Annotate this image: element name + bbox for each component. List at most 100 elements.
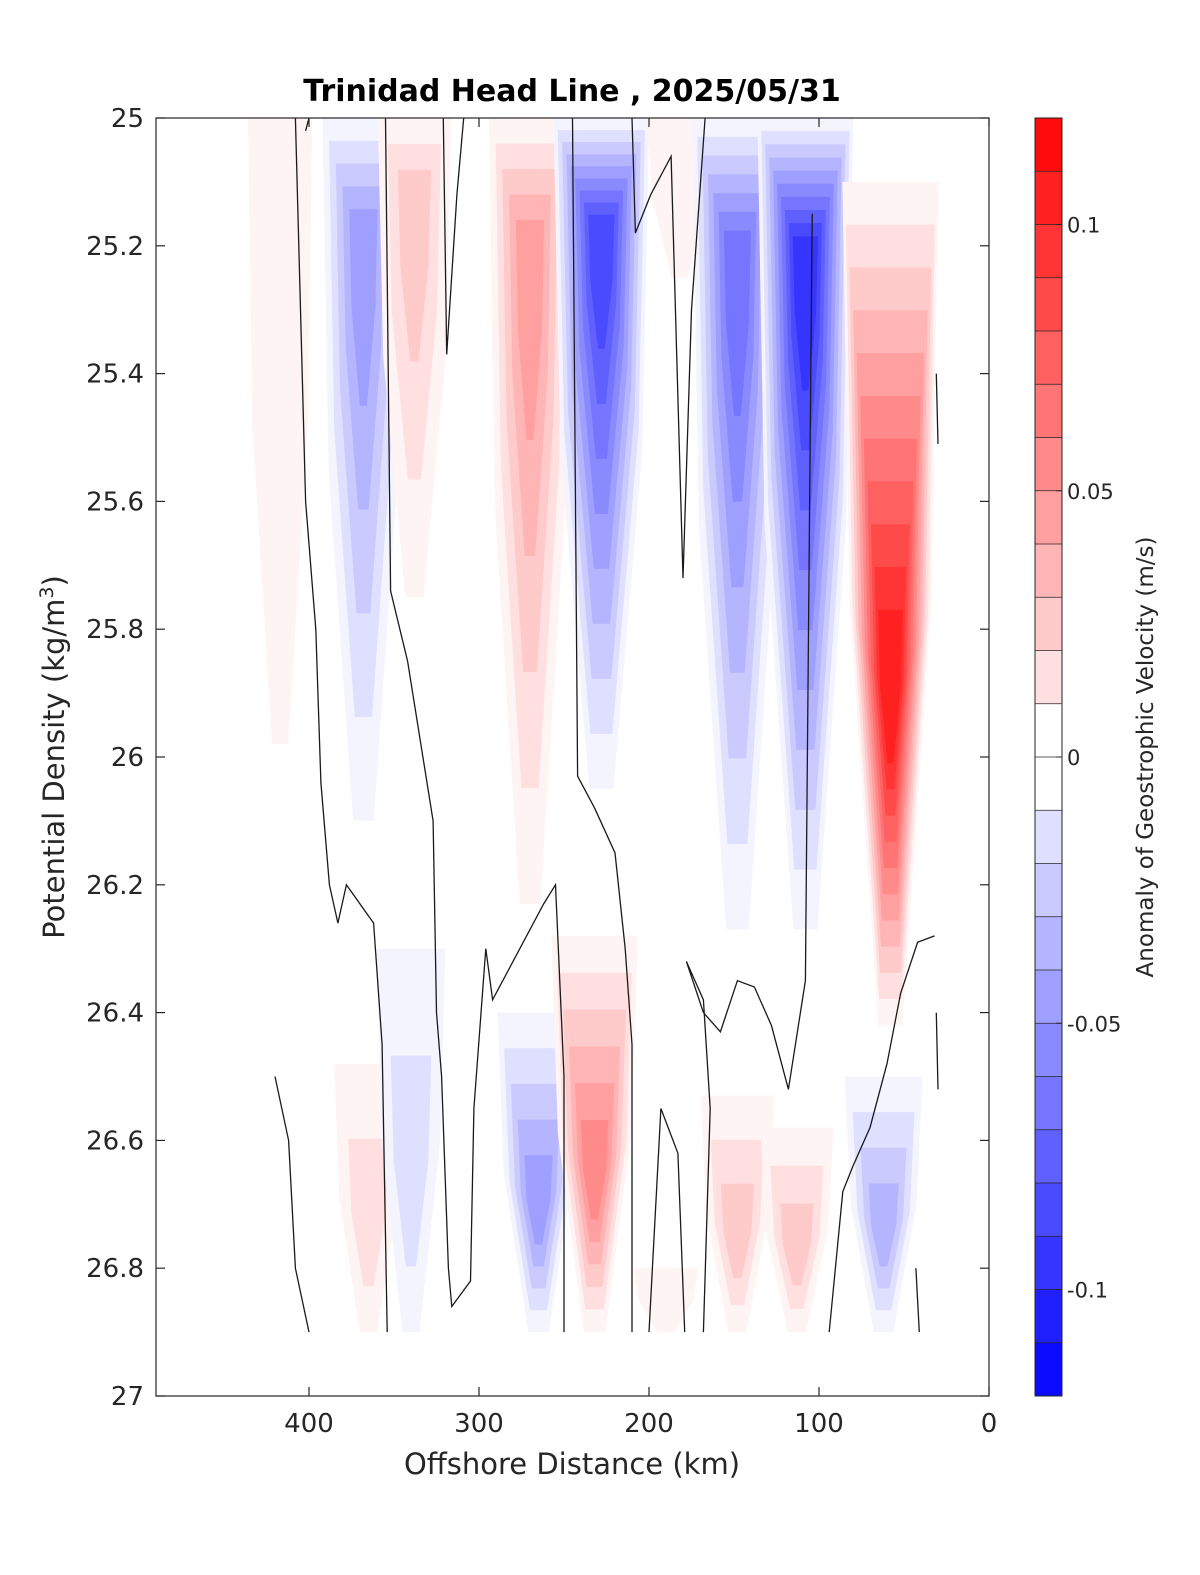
y-tick-label: 26.6 (86, 1126, 144, 1156)
colorbar-swatch (1035, 1129, 1062, 1184)
zero-contour-line (685, 213, 813, 1333)
zero-contour-line (828, 935, 935, 1333)
y-axis-label-superscript: 3 (36, 586, 58, 598)
velocity-level (723, 230, 751, 417)
colorbar-swatch (1035, 1342, 1062, 1397)
colorbar-swatch (1035, 1076, 1062, 1131)
colorbar-swatch (1035, 810, 1062, 864)
colorbar-tick-label: -0.05 (1067, 1012, 1121, 1036)
y-tick-label: 25.6 (86, 487, 144, 517)
zero-contour-line (631, 118, 706, 579)
velocity-core (842, 181, 939, 1026)
y-axis-ticks: 25 25.2 25.4 25.6 25.8 26 26.2 26.4 26.6 26.8 27 (86, 104, 989, 1412)
plot-area (247, 118, 939, 1333)
colorbar-swatch (1035, 916, 1062, 971)
velocity-level (348, 1138, 389, 1287)
y-axis-label-end: ) (37, 575, 71, 586)
colorbar-tick-label: 0 (1067, 746, 1080, 770)
colorbar-swatch (1035, 703, 1062, 758)
velocity-core (844, 1076, 923, 1333)
y-tick-label: 26.4 (86, 999, 144, 1029)
velocity-core (757, 118, 854, 930)
colorbar-swatch (1035, 1023, 1062, 1077)
x-axis-label: Offshore Distance (km) (404, 1447, 740, 1481)
velocity-core (700, 1095, 774, 1333)
zero-contour-line (935, 373, 939, 444)
velocity-core (551, 935, 638, 1333)
colorbar-swatch (1035, 437, 1062, 492)
velocity-level (720, 1183, 754, 1279)
y-tick-label: 25.8 (86, 615, 144, 645)
y-tick-label: 26.8 (86, 1254, 144, 1284)
velocity-level (515, 219, 545, 440)
colorbar-swatch (1035, 1236, 1062, 1290)
velocity-level (397, 169, 431, 362)
zero-contour-line (274, 1076, 310, 1333)
x-tick-label: 300 (454, 1409, 504, 1439)
velocity-level (524, 1155, 553, 1245)
chart-title: Trinidad Head Line , 2025/05/31 (303, 74, 840, 109)
colorbar-swatch (1035, 118, 1062, 172)
zero-contour-layer (274, 118, 939, 1333)
colorbar-swatch (1035, 863, 1062, 918)
colorbar-swatch (1035, 544, 1062, 598)
colorbar-swatch (1035, 277, 1062, 332)
velocity-level (247, 118, 313, 745)
colorbar-label: Anomaly of Geostrophic Velocity (m/s) (1133, 537, 1159, 978)
velocity-level (633, 1268, 699, 1333)
y-tick-label: 25 (111, 104, 144, 134)
colorbar-swatch (1035, 171, 1062, 225)
y-axis-label: Potential Density (kg/m3) (36, 575, 71, 939)
colorbar-swatch (1035, 490, 1062, 545)
velocity-level (588, 214, 615, 349)
velocity-core (247, 118, 313, 745)
y-tick-label: 25.4 (86, 360, 144, 390)
velocity-level (780, 1203, 814, 1286)
x-tick-label: 400 (284, 1409, 334, 1439)
x-tick-label: 200 (624, 1409, 674, 1439)
colorbar-swatch (1035, 970, 1062, 1024)
colorbar (1035, 117, 1062, 1397)
velocity-core (489, 118, 571, 904)
velocity-field (247, 118, 939, 1333)
colorbar-tick-label: 0.05 (1067, 480, 1114, 504)
colorbar-tick-label: 0.1 (1067, 214, 1100, 238)
velocity-core (760, 1127, 834, 1333)
zero-contour-line (571, 118, 633, 1333)
velocity-level (390, 1055, 432, 1267)
colorbar-swatch (1035, 757, 1062, 811)
velocity-level (878, 609, 903, 764)
velocity-core (633, 1268, 699, 1333)
zero-contour-line (915, 1268, 920, 1333)
velocity-core (553, 118, 650, 789)
colorbar-swatch (1035, 597, 1062, 651)
x-tick-label: 100 (794, 1409, 844, 1439)
colorbar-swatch (1035, 1183, 1062, 1237)
y-tick-label: 25.2 (86, 232, 144, 262)
colorbar-swatch (1035, 331, 1062, 385)
velocity-level (349, 209, 378, 406)
velocity-core (377, 118, 451, 598)
velocity-level (580, 1120, 609, 1220)
colorbar-swatch (1035, 1289, 1062, 1344)
x-tick-label: 0 (981, 1409, 998, 1439)
colorbar-tick-label: -0.1 (1067, 1279, 1108, 1303)
y-tick-label: 26.2 (86, 871, 144, 901)
zero-contour-line (648, 1108, 686, 1333)
colorbar-swatch (1035, 650, 1062, 705)
y-axis-label-main: Potential Density (kg/m (37, 599, 71, 939)
colorbar-ticks: 0.1 0.05 0 -0.05 -0.1 (1056, 214, 1121, 1303)
colorbar-swatch (1035, 384, 1062, 438)
velocity-core (376, 948, 446, 1333)
colorbar-swatch (1035, 224, 1062, 279)
zero-contour-line (384, 118, 565, 1333)
velocity-core (692, 118, 783, 930)
zero-contour-line (442, 118, 465, 355)
x-axis-ticks: 400 300 200 100 0 (284, 118, 997, 1439)
velocity-level (868, 1183, 899, 1267)
zero-contour-line (935, 1012, 939, 1090)
y-tick-label: 26 (111, 743, 144, 773)
y-tick-label: 27 (111, 1382, 144, 1412)
zero-contour-line (294, 118, 388, 1333)
